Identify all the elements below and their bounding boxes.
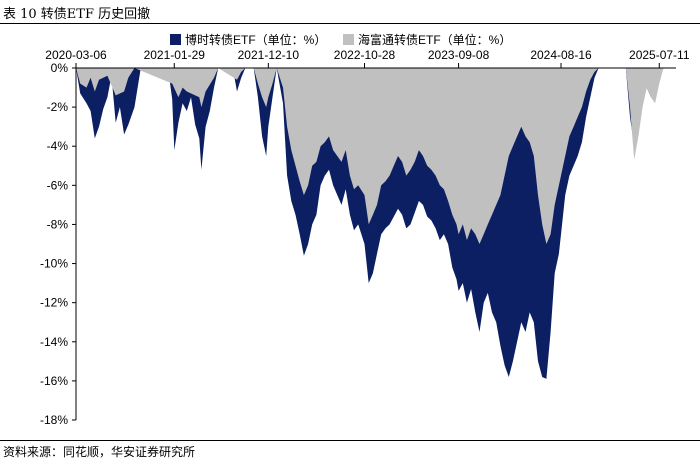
legend-swatch-series1 <box>170 34 181 45</box>
y-tick-label: -2% <box>47 100 69 114</box>
legend-label-series2: 海富通转债ETF（单位：%） <box>358 32 511 47</box>
x-tick-label: 2020-03-06 <box>45 48 107 62</box>
y-tick-label: -8% <box>47 217 69 231</box>
y-tick-label: -12% <box>40 296 68 310</box>
legend-label-series1: 博时转债ETF（单位：%） <box>185 32 326 47</box>
x-tick-label: 2021-12-10 <box>238 48 300 62</box>
series-area-1 <box>76 68 676 379</box>
bottom-rule <box>0 440 700 441</box>
series-area-2 <box>76 68 676 244</box>
y-tick-label: -4% <box>47 139 69 153</box>
y-tick-label: -10% <box>40 257 68 271</box>
x-tick-label: 2021-01-29 <box>144 48 206 62</box>
y-tick-label: -14% <box>40 335 68 349</box>
y-tick-label: 0% <box>51 61 69 75</box>
legend-swatch-series2 <box>343 34 354 45</box>
plot-area <box>76 68 676 379</box>
x-tick-label: 2024-08-16 <box>530 48 592 62</box>
y-tick-label: -16% <box>40 374 68 388</box>
x-tick-label: 2023-09-08 <box>428 48 490 62</box>
source-note: 资料来源：同花顺，华安证券研究所 <box>3 445 196 459</box>
y-tick-label: -18% <box>40 413 68 427</box>
axes: 0% -2% -4% -6% -8% -10% -12% -14% -16% -18% 2020-0… <box>40 48 690 427</box>
top-rule <box>0 23 700 24</box>
figure-caption: 表 10 转债ETF 历史回撤 <box>3 7 151 22</box>
chart-legend: 博时转债ETF（单位：%） 海富通转债ETF（单位：%） <box>170 32 511 47</box>
y-tick-label: -6% <box>47 178 69 192</box>
x-tick-label: 2022-10-28 <box>334 48 396 62</box>
x-tick-label: 2025-07-11 <box>629 48 690 62</box>
